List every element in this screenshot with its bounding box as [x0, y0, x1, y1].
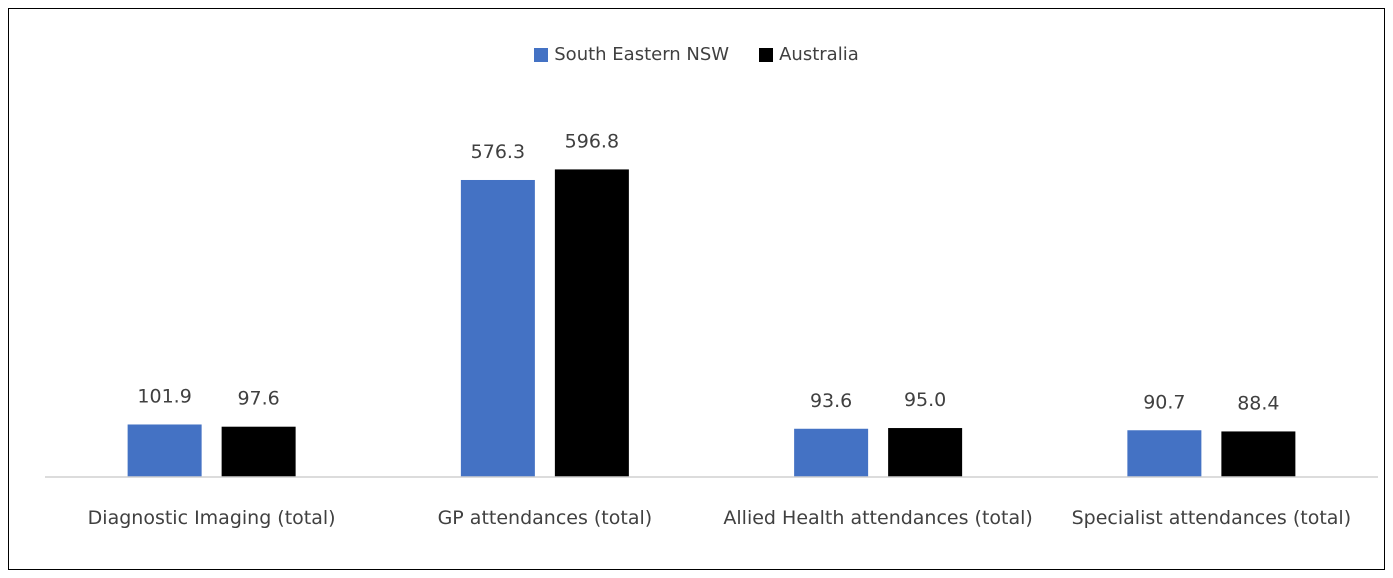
bar [888, 428, 963, 477]
bar [127, 424, 202, 477]
data-label: 88.4 [1237, 392, 1279, 414]
bar [460, 179, 535, 478]
bar [794, 428, 869, 477]
bar [1221, 431, 1296, 477]
bar [221, 426, 296, 477]
bar [1127, 430, 1202, 477]
data-label: 576.3 [471, 141, 525, 163]
data-label: 90.7 [1143, 391, 1185, 413]
x-tick-label: Allied Health attendances (total) [723, 507, 1033, 529]
data-label: 101.9 [137, 385, 191, 407]
legend-label: South Eastern NSW [554, 44, 730, 65]
legend-item: South Eastern NSW [534, 44, 729, 65]
data-label: 596.8 [565, 130, 619, 152]
legend-swatch [534, 47, 549, 62]
x-tick-label: Diagnostic Imaging (total) [87, 507, 336, 529]
data-label: 97.6 [237, 388, 279, 410]
legend: South Eastern NSW Australia [0, 44, 1393, 65]
data-label: 95.0 [904, 389, 946, 411]
legend-item: Australia [759, 44, 859, 65]
x-tick-label: Specialist attendances (total) [1071, 507, 1352, 529]
data-label: 93.6 [810, 390, 852, 412]
legend-swatch [759, 47, 774, 62]
legend-label: Australia [779, 44, 859, 65]
chart-frame [8, 8, 1385, 570]
bar [554, 169, 629, 477]
x-tick-label: GP attendances (total) [437, 507, 653, 529]
